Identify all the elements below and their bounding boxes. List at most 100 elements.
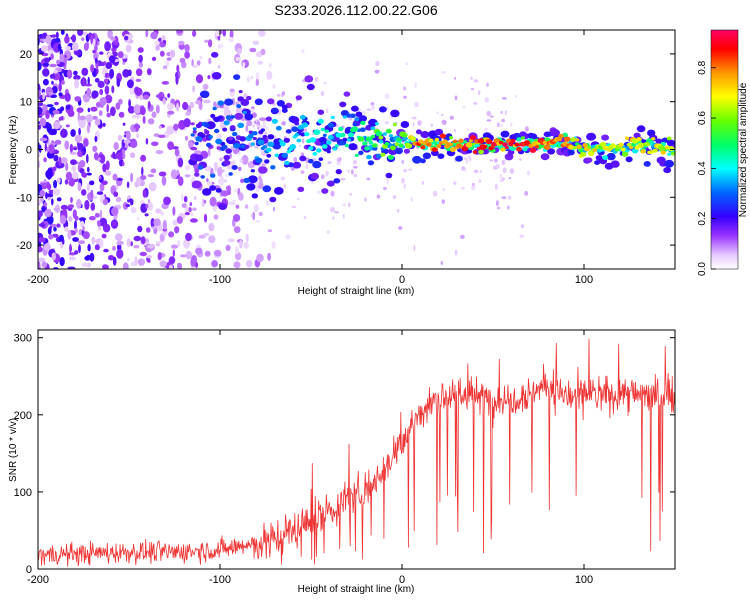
heatmap-cell xyxy=(166,102,174,111)
heatmap-cell xyxy=(84,255,91,261)
heatmap-cell xyxy=(247,175,258,184)
spectrogram-x-tick-label: 0 xyxy=(399,274,405,286)
heatmap-cell xyxy=(208,57,212,65)
heatmap-cell xyxy=(486,119,492,122)
heatmap-cell xyxy=(502,177,505,181)
heatmap-cell xyxy=(165,60,170,67)
heatmap-cell xyxy=(77,182,82,192)
heatmap-cell xyxy=(204,165,212,172)
heatmap-cell xyxy=(203,200,207,204)
heatmap-cell xyxy=(197,165,204,170)
heatmap-cell xyxy=(440,113,444,117)
heatmap-cell xyxy=(130,152,136,159)
heatmap-cell xyxy=(59,116,64,121)
heatmap-cell xyxy=(243,241,249,249)
heatmap-cell xyxy=(84,199,90,210)
heatmap-cell xyxy=(514,142,520,147)
heatmap-cell xyxy=(366,108,372,111)
heatmap-cell xyxy=(240,99,250,106)
heatmap-cell xyxy=(56,177,61,184)
heatmap-cell xyxy=(246,76,251,83)
heatmap-cell xyxy=(176,216,183,224)
heatmap-cell xyxy=(385,128,392,134)
heatmap-cell xyxy=(217,166,223,177)
heatmap-cell xyxy=(308,158,314,164)
heatmap-cell xyxy=(507,195,512,200)
heatmap-cell xyxy=(188,207,192,213)
heatmap-cell xyxy=(83,42,89,51)
heatmap-cell xyxy=(501,196,507,200)
heatmap-cell xyxy=(509,168,515,174)
heatmap-cell xyxy=(211,72,222,80)
heatmap-cell xyxy=(253,204,259,213)
heatmap-cell xyxy=(94,135,98,143)
heatmap-cell xyxy=(540,153,550,161)
heatmap-cell xyxy=(82,150,85,156)
heatmap-cell xyxy=(453,181,457,185)
colorbar-gradient xyxy=(710,29,739,270)
heatmap-cell xyxy=(71,34,77,43)
heatmap-cell xyxy=(334,211,339,214)
heatmap-cell xyxy=(644,142,650,147)
heatmap-cell xyxy=(39,117,47,127)
heatmap-cell xyxy=(155,94,163,98)
heatmap-cell xyxy=(216,133,222,140)
heatmap-cell xyxy=(50,53,54,60)
heatmap-cell xyxy=(203,232,210,237)
heatmap-cell xyxy=(146,255,153,259)
heatmap-cell xyxy=(304,132,310,137)
heatmap-cell xyxy=(271,108,278,113)
heatmap-cell xyxy=(265,126,270,130)
heatmap-cell xyxy=(620,147,626,152)
heatmap-cell xyxy=(342,137,348,142)
heatmap-cell xyxy=(204,130,210,135)
heatmap-cell xyxy=(228,136,233,141)
heatmap-cell xyxy=(169,49,176,58)
heatmap-cell xyxy=(136,133,140,139)
heatmap-cell xyxy=(209,196,217,207)
heatmap-cell xyxy=(126,181,130,189)
heatmap-cell xyxy=(502,142,508,147)
heatmap-cell xyxy=(137,225,143,233)
heatmap-cell xyxy=(94,244,100,251)
heatmap-cell xyxy=(601,134,609,141)
heatmap-cell xyxy=(493,158,498,163)
heatmap-cell xyxy=(81,172,88,178)
heatmap-cell xyxy=(534,145,540,149)
heatmap-cell xyxy=(182,101,189,111)
heatmap-cell xyxy=(131,115,140,119)
heatmap-cell xyxy=(51,198,54,206)
heatmap-cell xyxy=(199,90,210,99)
heatmap-cell xyxy=(90,106,98,112)
heatmap-cell xyxy=(469,135,477,141)
heatmap-cell xyxy=(245,233,249,242)
colorbar-ticks: 0.0 0.2 0.4 0.6 0.8 xyxy=(697,60,716,276)
heatmap-cell xyxy=(84,83,93,87)
heatmap-cell xyxy=(243,177,251,184)
heatmap-cell xyxy=(265,116,272,122)
heatmap-cell xyxy=(390,116,393,119)
heatmap-cell xyxy=(346,169,351,173)
heatmap-cell xyxy=(215,138,223,145)
heatmap-cell xyxy=(396,137,402,142)
heatmap-cell xyxy=(57,43,62,51)
heatmap-cell xyxy=(558,133,564,139)
heatmap-cell xyxy=(137,258,146,266)
heatmap-cell xyxy=(305,163,308,170)
heatmap-cell xyxy=(245,124,249,132)
heatmap-cell xyxy=(67,266,76,269)
heatmap-cell xyxy=(130,241,133,247)
heatmap-cell xyxy=(473,169,479,174)
heatmap-cell xyxy=(283,137,290,143)
heatmap-cell xyxy=(220,190,229,197)
heatmap-cell xyxy=(266,70,273,81)
heatmap-cell xyxy=(477,138,485,144)
heatmap-cell xyxy=(59,68,62,72)
heatmap-cell xyxy=(272,84,276,89)
heatmap-cell xyxy=(76,107,84,113)
heatmap-cell xyxy=(252,40,260,45)
heatmap-cell xyxy=(312,151,318,156)
heatmap-cell xyxy=(140,175,147,181)
heatmap-cell xyxy=(430,123,433,128)
